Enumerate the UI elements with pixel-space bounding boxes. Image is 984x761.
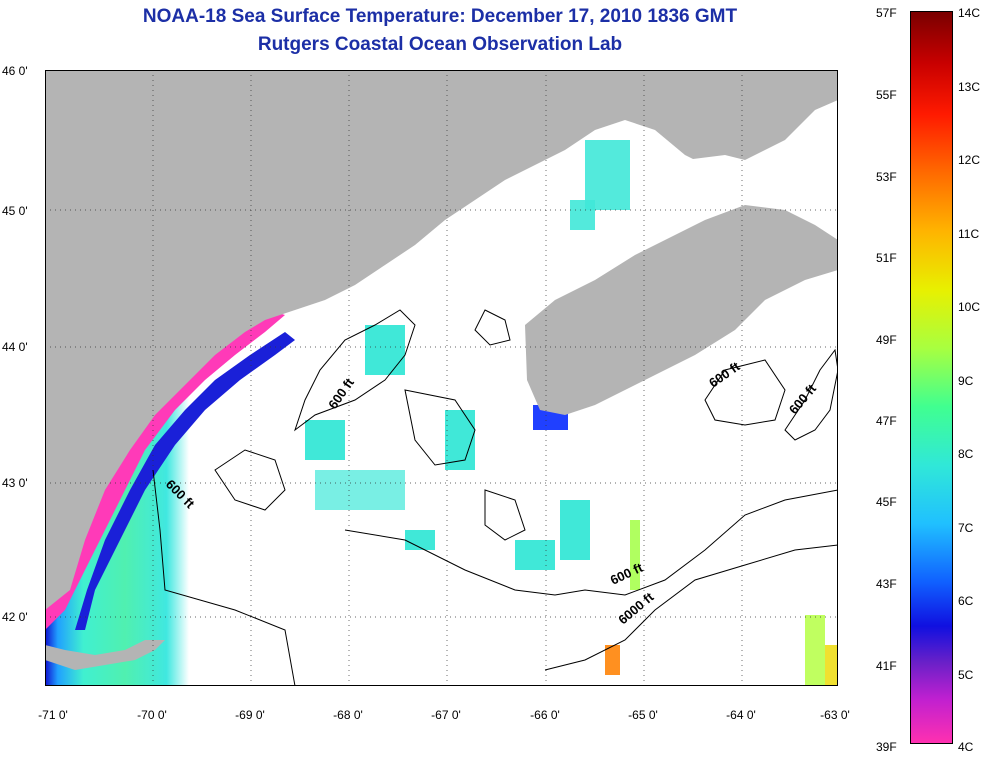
colorbar-c-10: 10C (958, 300, 981, 314)
land-cape-cod (45, 640, 165, 670)
sst-patches (305, 140, 838, 685)
colorbar-c-14: 14C (958, 6, 981, 20)
colorbar-f-45: 45F (876, 495, 897, 509)
colorbar-c-7: 7C (958, 521, 974, 535)
depth-contours (152, 309, 838, 686)
land-pei (645, 155, 765, 190)
colorbar-c-8: 8C (958, 447, 974, 461)
lon-label-71: -71 0' (38, 708, 68, 722)
graticule (45, 70, 838, 686)
lon-label-67: -67 0' (431, 708, 461, 722)
colorbar-f-57: 57F (876, 6, 897, 20)
lat-label-46: 46 0' (2, 64, 28, 78)
lat-label-44: 44 0' (2, 340, 28, 354)
colorbar-f-55: 55F (876, 88, 897, 102)
colorbar-f-49: 49F (876, 333, 897, 347)
colorbar-f-39: 39F (876, 740, 897, 754)
land-mainland (45, 70, 838, 610)
lon-label-64: -64 0' (726, 708, 756, 722)
land-nova-scotia (525, 205, 838, 415)
colorbar-f-41: 41F (876, 659, 897, 673)
map-title: NOAA-18 Sea Surface Temperature: Decembe… (142, 6, 738, 27)
colorbar-c-9: 9C (958, 374, 974, 388)
coastal-cold-band (45, 310, 285, 630)
temperature-colorbar (910, 11, 953, 744)
lon-label-70: -70 0' (137, 708, 167, 722)
colorbar-c-11: 11C (958, 227, 980, 241)
colorbar-c-12: 12C (958, 153, 981, 167)
colorbar-f-43: 43F (876, 577, 897, 591)
lon-label-68: -68 0' (333, 708, 363, 722)
lat-label-45: 45 0' (2, 204, 28, 218)
colorbar-f-47: 47F (876, 414, 897, 428)
lat-label-42: 42 0' (2, 610, 28, 624)
colorbar-f-51: 51F (876, 251, 897, 265)
colorbar-c-5: 5C (958, 668, 974, 682)
map-subtitle: Rutgers Coastal Ocean Observation Lab (257, 34, 623, 55)
colorbar-c-13: 13C (958, 80, 981, 94)
colorbar-f-53: 53F (876, 170, 897, 184)
lon-label-65: -65 0' (628, 708, 658, 722)
lon-label-63: -63 0' (820, 708, 850, 722)
lon-label-69: -69 0' (235, 708, 265, 722)
lat-label-43: 43 0' (2, 476, 28, 490)
colorbar-c-6: 6C (958, 594, 974, 608)
sst-map: 600 ft 600 ft 600 ft 600 ft 600 ft 6000 … (45, 70, 838, 686)
colorbar-c-4: 4C (958, 740, 974, 754)
lon-label-66: -66 0' (530, 708, 560, 722)
